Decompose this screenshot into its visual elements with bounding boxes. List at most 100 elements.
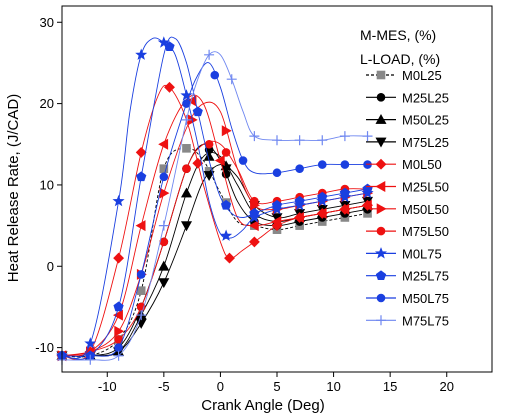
axes-layer: -10 -5 0 5 10 15 20 -10 0 10 20 30: [35, 15, 454, 394]
data-point: [192, 106, 203, 117]
data-point: [214, 154, 225, 167]
legend-label: M50L25: [402, 113, 449, 128]
legend-swatch-marker: [375, 270, 387, 281]
legend-swatch-marker: [376, 315, 386, 326]
legend-item-M75L25: M75L25: [366, 135, 449, 150]
data-point: [113, 350, 124, 361]
data-point: [114, 325, 125, 337]
data-point: [135, 220, 146, 232]
data-point: [272, 135, 282, 146]
data-point: [203, 171, 215, 182]
data-point: [181, 114, 192, 125]
legend: M-MES, (%) L-LOAD, (%)M0L25 M25L25 M50L25 M7…: [360, 27, 449, 328]
data-point: [238, 156, 248, 165]
legend-item-M50L25: M50L25: [366, 113, 449, 128]
series-line: [61, 62, 368, 357]
data-point: [317, 191, 328, 202]
data-point: [180, 221, 193, 232]
x-tick-label: 0: [217, 379, 224, 394]
data-point: [135, 146, 147, 158]
legend-item-M25L25: M25L25: [366, 90, 449, 105]
data-point: [136, 270, 146, 279]
data-point: [210, 70, 220, 80]
data-point: [248, 236, 260, 248]
data-point: [84, 337, 97, 349]
series-line: [61, 94, 368, 357]
legend-label: M0L25: [402, 68, 442, 83]
legend-label: M75L25: [402, 135, 449, 150]
data-point: [159, 172, 169, 182]
legend-swatch-marker: [375, 113, 387, 124]
series-M0L75: [55, 36, 374, 361]
data-point: [226, 74, 237, 85]
data-point: [182, 144, 191, 153]
series-layer: [55, 36, 374, 365]
series-M25L50: [56, 94, 372, 362]
data-point: [250, 196, 259, 206]
legend-label: M50L50: [402, 202, 449, 217]
legend-item-M25L75: M25L75: [366, 269, 449, 284]
data-point: [249, 131, 260, 142]
legend-header: M-MES, (%): [360, 27, 436, 43]
data-point: [339, 187, 351, 198]
y-tick-label: 20: [40, 96, 54, 111]
legend-swatch-marker: [376, 203, 387, 215]
y-axis-title: Heat Release Rate, (J/CAD): [5, 94, 22, 282]
data-point: [204, 49, 215, 60]
legend-label: M25L75: [402, 269, 449, 284]
legend-swatch-marker: [376, 70, 386, 80]
y-tick-label: 10: [40, 177, 54, 192]
series-line: [61, 140, 368, 357]
legend-item-M50L75: M50L75: [366, 291, 449, 306]
legend-swatch-marker: [376, 226, 386, 236]
x-tick-label: 15: [383, 379, 397, 394]
x-tick-label: -10: [98, 379, 117, 394]
x-tick-label: 20: [440, 379, 454, 394]
legend-label: M25L50: [402, 180, 449, 195]
data-point: [339, 203, 350, 215]
series-M50L75: [57, 62, 372, 361]
data-point: [158, 138, 169, 150]
data-point: [294, 195, 305, 206]
data-point: [164, 81, 175, 93]
x-tick-label: 5: [273, 379, 280, 394]
data-point: [112, 194, 125, 207]
data-point: [361, 199, 372, 211]
data-point: [204, 139, 214, 149]
legend-label: M75L50: [402, 224, 449, 239]
legend-item-M50L50: M50L50: [366, 202, 449, 217]
data-point: [362, 131, 373, 142]
legend-label: M75L75: [402, 313, 449, 328]
data-point: [294, 135, 305, 146]
legend-item-M0L75: M0L75: [366, 246, 442, 261]
data-point: [113, 301, 124, 312]
legend-item-M25L50: M25L50: [366, 180, 449, 195]
y-tick-label: 0: [47, 259, 54, 274]
legend-header: L-LOAD, (%): [360, 51, 440, 67]
legend-label: M25L25: [402, 90, 449, 105]
data-point: [317, 135, 328, 146]
data-point: [272, 168, 282, 178]
data-point: [271, 215, 282, 228]
legend-swatch-marker: [376, 93, 386, 102]
data-point: [220, 199, 232, 210]
data-point: [339, 131, 350, 142]
data-point: [158, 260, 170, 271]
legend-label: M0L75: [402, 246, 442, 261]
legend-swatch-marker: [375, 158, 387, 170]
data-point: [249, 208, 260, 218]
data-point: [180, 187, 193, 198]
data-point: [220, 164, 232, 175]
legend-swatch-marker: [376, 293, 386, 303]
data-point: [182, 164, 191, 173]
data-point: [248, 220, 259, 232]
x-tick-label: 10: [326, 379, 340, 394]
legend-swatch-marker: [374, 247, 388, 259]
data-point: [316, 207, 327, 219]
x-tick-label: -5: [158, 379, 170, 394]
legend-item-M75L75: M75L75: [366, 313, 449, 328]
data-point: [317, 160, 327, 169]
y-tick-label: -10: [35, 340, 54, 355]
data-point: [136, 286, 146, 295]
data-point: [293, 211, 304, 224]
